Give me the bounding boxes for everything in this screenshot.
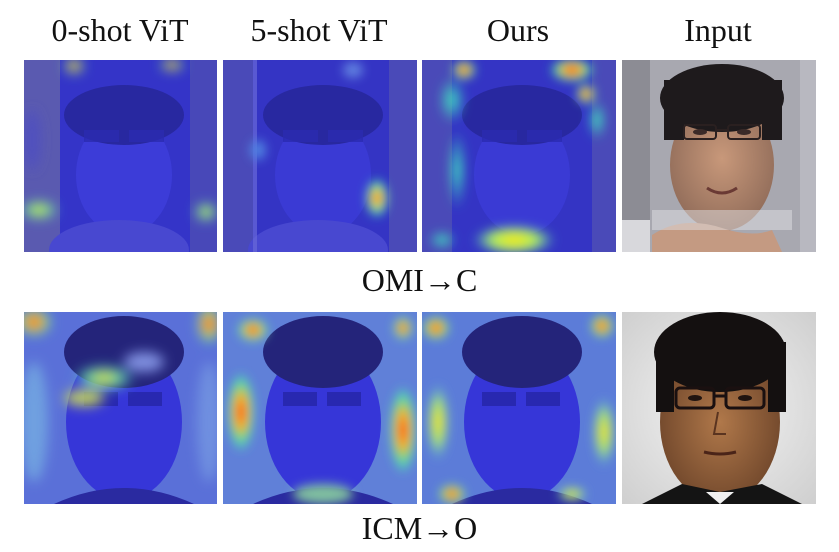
heatmap-image <box>24 312 217 504</box>
column-title-0shot-vit: 0-shot ViT <box>22 8 218 52</box>
column-title-input: Input <box>620 8 816 52</box>
heatmap-panel-row2-0shot <box>24 312 217 504</box>
input-face-image <box>622 312 816 504</box>
heatmap-image <box>223 60 417 252</box>
heatmap-panel-row1-ours <box>422 60 616 252</box>
column-title-5shot-vit: 5-shot ViT <box>221 8 417 52</box>
heatmap-image <box>422 60 616 252</box>
input-face-image <box>622 60 816 252</box>
input-image-row2 <box>622 312 816 504</box>
heatmap-panel-row2-ours <box>422 312 616 504</box>
row-label-omi-c: OMI→C <box>0 258 839 302</box>
input-image-row1 <box>622 60 816 252</box>
heatmap-image <box>24 60 217 252</box>
heatmap-panel-row2-5shot <box>223 312 417 504</box>
heatmap-panel-row1-0shot <box>24 60 217 252</box>
heatmap-panel-row1-5shot <box>223 60 417 252</box>
heatmap-image <box>223 312 417 504</box>
heatmap-image <box>422 312 616 504</box>
row-label-icm-o: ICM→O <box>0 506 839 550</box>
column-title-ours: Ours <box>420 8 616 52</box>
